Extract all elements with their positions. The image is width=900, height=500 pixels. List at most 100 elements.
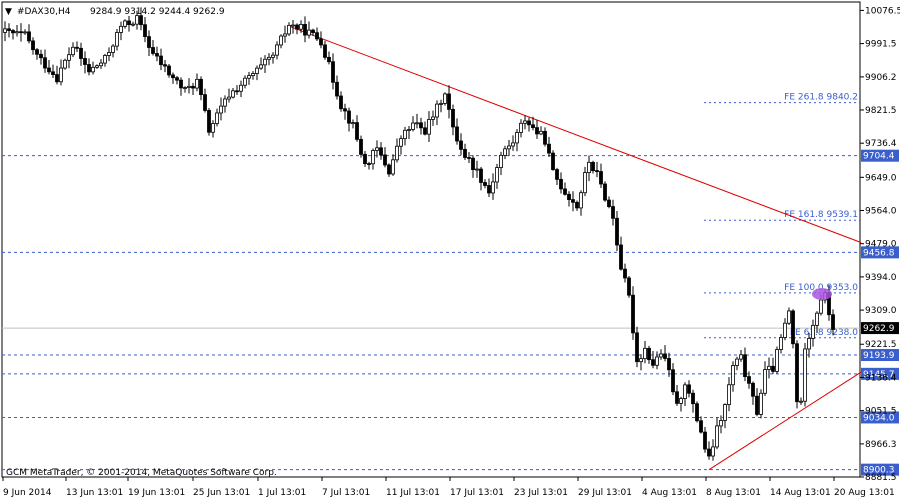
bear-candle-body: [331, 61, 335, 83]
candle: [643, 340, 647, 364]
bull-candle-body: [59, 67, 63, 83]
candle: [143, 17, 147, 43]
bull-candle-body: [403, 129, 407, 140]
bear-candle-body: [663, 353, 667, 359]
bear-candle-body: [11, 30, 15, 34]
bull-candle-body: [411, 122, 415, 130]
bear-candle-body: [459, 140, 463, 150]
bear-candle-body: [151, 47, 155, 54]
bear-candle-body: [143, 24, 147, 37]
candle: [223, 95, 227, 113]
bull-candle-body: [107, 52, 111, 56]
bull-candle-body: [679, 398, 683, 404]
candle: [623, 263, 627, 283]
candle: [575, 200, 579, 211]
x-tick-label: 20 Aug 13:01: [834, 488, 895, 498]
candle: [667, 352, 671, 377]
bear-candle-body: [563, 188, 567, 195]
bear-candle-body: [671, 369, 675, 393]
bear-candle-body: [571, 199, 575, 203]
bear-candle-body: [755, 395, 759, 415]
bear-candle-body: [591, 161, 595, 171]
candle: [327, 51, 331, 65]
candle: [547, 136, 551, 157]
y-tick-label: 8881.5: [865, 473, 897, 483]
y-tick-label: 10076.5: [865, 6, 900, 16]
fibo-label: FE 61.8 9238.0: [790, 328, 858, 338]
bull-candle-body: [15, 31, 19, 34]
bear-candle-body: [207, 110, 211, 133]
bear-candle-body: [87, 64, 91, 73]
candle: [751, 381, 755, 405]
candle: [471, 155, 475, 178]
candle: [583, 166, 587, 197]
candle: [195, 73, 199, 92]
bear-candle-body: [359, 138, 363, 155]
bear-candle-body: [171, 74, 175, 79]
candle: [219, 97, 223, 121]
candle: [43, 49, 47, 73]
x-tick-label: 29 Jul 13:01: [578, 488, 632, 498]
y-tick-label: 9309.0: [865, 306, 897, 316]
candle: [467, 152, 471, 164]
y-tick-label: 8966.3: [865, 440, 897, 450]
bear-candle-body: [555, 169, 559, 180]
candle: [787, 307, 791, 326]
bull-candle-body: [399, 138, 403, 147]
candle: [571, 191, 575, 212]
candle: [307, 21, 311, 39]
bear-candle-body: [623, 268, 627, 279]
level-label: 9034.0: [863, 413, 895, 423]
bear-candle-body: [751, 382, 755, 397]
candle: [283, 25, 287, 43]
candle: [479, 166, 483, 191]
candle: [319, 31, 323, 49]
bear-candle-body: [691, 392, 695, 405]
bull-candle-body: [187, 85, 191, 88]
bull-candle-body: [767, 365, 771, 370]
bull-candle-body: [247, 75, 251, 79]
plot-area: [1, 1, 861, 478]
candle: [439, 99, 443, 113]
bull-candle-body: [23, 31, 27, 34]
y-tick-label: 9991.5: [865, 40, 897, 50]
bear-candle-body: [487, 185, 491, 194]
candle: [795, 340, 799, 409]
candle: [655, 351, 659, 370]
candle: [79, 42, 83, 66]
bull-candle-body: [739, 354, 743, 360]
bull-candle-body: [239, 84, 243, 92]
bull-candle-body: [507, 145, 511, 150]
bear-candle-body: [635, 332, 639, 363]
bear-candle-body: [147, 36, 151, 48]
bull-candle-body: [255, 67, 259, 74]
candle: [407, 125, 411, 139]
bull-candle-body: [103, 55, 107, 64]
bear-candle-body: [687, 384, 691, 394]
bear-candle-body: [363, 153, 367, 165]
candle: [427, 111, 431, 143]
bear-candle-body: [743, 354, 747, 377]
candle: [723, 403, 727, 429]
candle: [239, 80, 243, 98]
candle: [371, 148, 375, 170]
x-tick-label: 7 Jul 13:01: [322, 488, 370, 498]
candle: [399, 135, 403, 155]
bear-candle-body: [319, 38, 323, 46]
y-tick-label: 9136.4: [865, 373, 897, 383]
candle: [39, 49, 43, 65]
x-tick-label: 1 Jul 13:01: [258, 488, 306, 498]
bull-candle-body: [135, 15, 139, 25]
bear-candle-body: [7, 28, 11, 31]
horizontal-levels: 9704.4 9456.8 9193.9 9145.7 9034.0 8900.3 FE 2…: [2, 93, 899, 476]
bear-candle-body: [47, 67, 51, 73]
candle: [159, 48, 163, 71]
collapse-arrow-icon[interactable]: ▼: [5, 7, 12, 17]
bull-candle-body: [3, 28, 7, 33]
bull-candle-body: [283, 33, 287, 37]
bear-candle-body: [531, 124, 535, 129]
candle: [539, 126, 543, 136]
bull-candle-body: [491, 181, 495, 194]
bear-candle-body: [607, 199, 611, 207]
